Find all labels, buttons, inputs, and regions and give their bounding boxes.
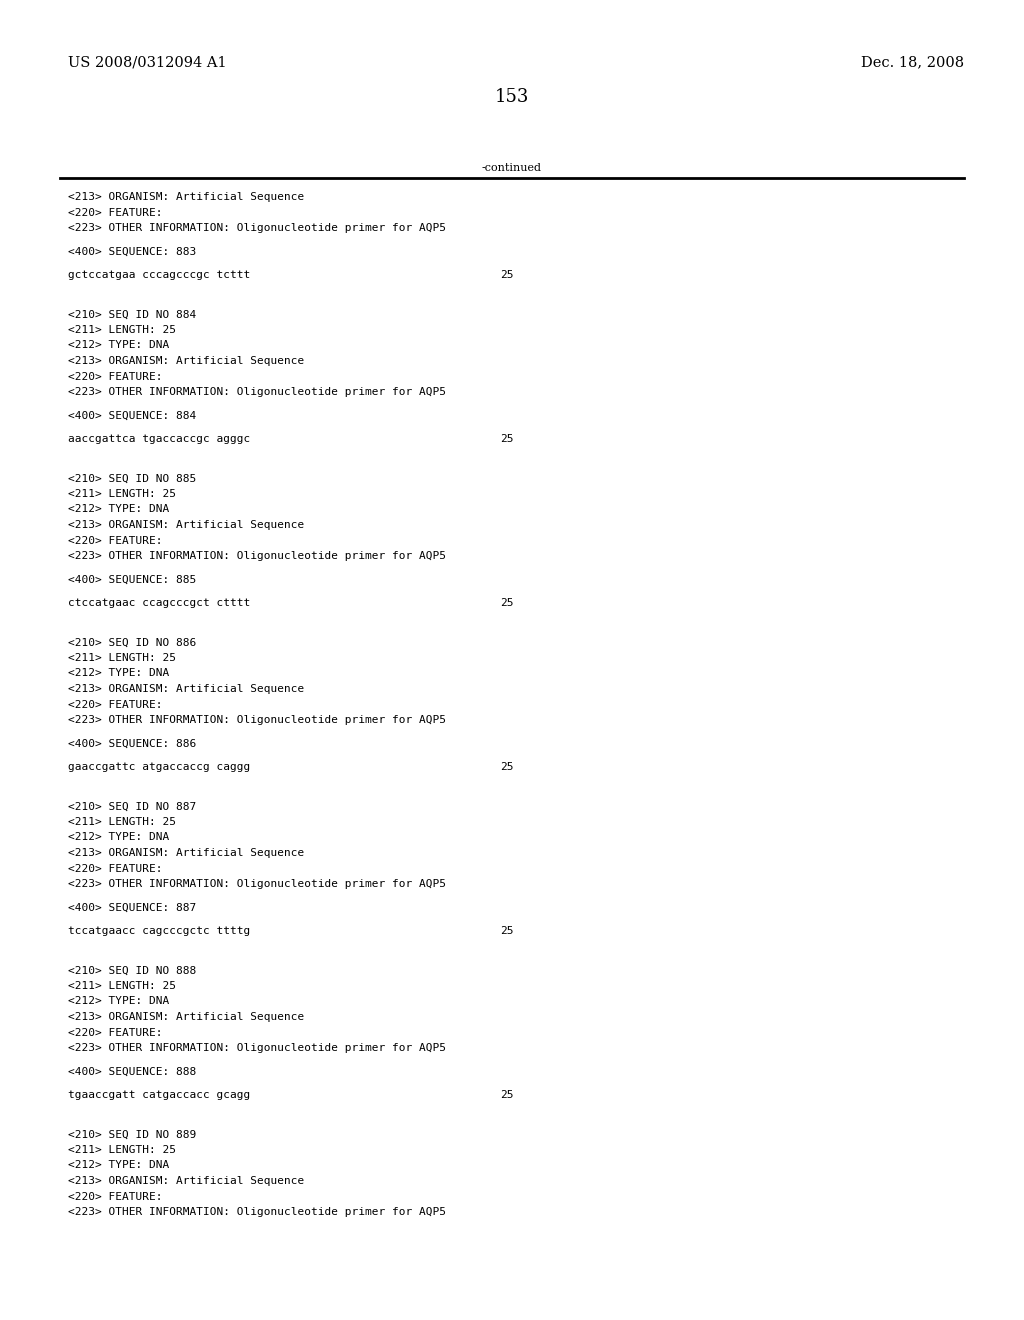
- Text: <210> SEQ ID NO 888: <210> SEQ ID NO 888: [68, 965, 197, 975]
- Text: <212> TYPE: DNA: <212> TYPE: DNA: [68, 668, 169, 678]
- Text: <210> SEQ ID NO 884: <210> SEQ ID NO 884: [68, 309, 197, 319]
- Text: <213> ORGANISM: Artificial Sequence: <213> ORGANISM: Artificial Sequence: [68, 1012, 304, 1022]
- Text: <212> TYPE: DNA: <212> TYPE: DNA: [68, 1160, 169, 1171]
- Text: <220> FEATURE:: <220> FEATURE:: [68, 371, 163, 381]
- Text: gaaccgattc atgaccaccg caggg: gaaccgattc atgaccaccg caggg: [68, 762, 250, 772]
- Text: tgaaccgatt catgaccacc gcagg: tgaaccgatt catgaccacc gcagg: [68, 1090, 250, 1100]
- Text: <211> LENGTH: 25: <211> LENGTH: 25: [68, 981, 176, 991]
- Text: <223> OTHER INFORMATION: Oligonucleotide primer for AQP5: <223> OTHER INFORMATION: Oligonucleotide…: [68, 387, 446, 397]
- Text: <211> LENGTH: 25: <211> LENGTH: 25: [68, 817, 176, 828]
- Text: <223> OTHER INFORMATION: Oligonucleotide primer for AQP5: <223> OTHER INFORMATION: Oligonucleotide…: [68, 550, 446, 561]
- Text: <223> OTHER INFORMATION: Oligonucleotide primer for AQP5: <223> OTHER INFORMATION: Oligonucleotide…: [68, 223, 446, 234]
- Text: aaccgattca tgaccaccgc agggc: aaccgattca tgaccaccgc agggc: [68, 434, 250, 444]
- Text: <220> FEATURE:: <220> FEATURE:: [68, 536, 163, 545]
- Text: <223> OTHER INFORMATION: Oligonucleotide primer for AQP5: <223> OTHER INFORMATION: Oligonucleotide…: [68, 1043, 446, 1053]
- Text: <400> SEQUENCE: 883: <400> SEQUENCE: 883: [68, 247, 197, 256]
- Text: <213> ORGANISM: Artificial Sequence: <213> ORGANISM: Artificial Sequence: [68, 684, 304, 694]
- Text: 25: 25: [500, 434, 513, 444]
- Text: <211> LENGTH: 25: <211> LENGTH: 25: [68, 488, 176, 499]
- Text: <223> OTHER INFORMATION: Oligonucleotide primer for AQP5: <223> OTHER INFORMATION: Oligonucleotide…: [68, 879, 446, 888]
- Text: <213> ORGANISM: Artificial Sequence: <213> ORGANISM: Artificial Sequence: [68, 1176, 304, 1185]
- Text: <213> ORGANISM: Artificial Sequence: <213> ORGANISM: Artificial Sequence: [68, 847, 304, 858]
- Text: 25: 25: [500, 598, 513, 609]
- Text: <210> SEQ ID NO 885: <210> SEQ ID NO 885: [68, 474, 197, 483]
- Text: <210> SEQ ID NO 887: <210> SEQ ID NO 887: [68, 801, 197, 812]
- Text: <212> TYPE: DNA: <212> TYPE: DNA: [68, 504, 169, 515]
- Text: <223> OTHER INFORMATION: Oligonucleotide primer for AQP5: <223> OTHER INFORMATION: Oligonucleotide…: [68, 715, 446, 725]
- Text: 25: 25: [500, 1090, 513, 1100]
- Text: <212> TYPE: DNA: <212> TYPE: DNA: [68, 833, 169, 842]
- Text: 153: 153: [495, 88, 529, 106]
- Text: <400> SEQUENCE: 886: <400> SEQUENCE: 886: [68, 738, 197, 748]
- Text: <211> LENGTH: 25: <211> LENGTH: 25: [68, 325, 176, 335]
- Text: <400> SEQUENCE: 885: <400> SEQUENCE: 885: [68, 574, 197, 585]
- Text: <212> TYPE: DNA: <212> TYPE: DNA: [68, 997, 169, 1006]
- Text: <400> SEQUENCE: 887: <400> SEQUENCE: 887: [68, 903, 197, 912]
- Text: 25: 25: [500, 927, 513, 936]
- Text: <213> ORGANISM: Artificial Sequence: <213> ORGANISM: Artificial Sequence: [68, 191, 304, 202]
- Text: <211> LENGTH: 25: <211> LENGTH: 25: [68, 653, 176, 663]
- Text: ctccatgaac ccagcccgct ctttt: ctccatgaac ccagcccgct ctttt: [68, 598, 250, 609]
- Text: <212> TYPE: DNA: <212> TYPE: DNA: [68, 341, 169, 351]
- Text: 25: 25: [500, 271, 513, 280]
- Text: <210> SEQ ID NO 889: <210> SEQ ID NO 889: [68, 1130, 197, 1139]
- Text: gctccatgaa cccagcccgc tcttt: gctccatgaa cccagcccgc tcttt: [68, 271, 250, 280]
- Text: tccatgaacc cagcccgctc ttttg: tccatgaacc cagcccgctc ttttg: [68, 927, 250, 936]
- Text: <211> LENGTH: 25: <211> LENGTH: 25: [68, 1144, 176, 1155]
- Text: <400> SEQUENCE: 884: <400> SEQUENCE: 884: [68, 411, 197, 421]
- Text: <220> FEATURE:: <220> FEATURE:: [68, 207, 163, 218]
- Text: <220> FEATURE:: <220> FEATURE:: [68, 700, 163, 710]
- Text: <213> ORGANISM: Artificial Sequence: <213> ORGANISM: Artificial Sequence: [68, 356, 304, 366]
- Text: <220> FEATURE:: <220> FEATURE:: [68, 1192, 163, 1201]
- Text: <223> OTHER INFORMATION: Oligonucleotide primer for AQP5: <223> OTHER INFORMATION: Oligonucleotide…: [68, 1206, 446, 1217]
- Text: US 2008/0312094 A1: US 2008/0312094 A1: [68, 55, 226, 69]
- Text: <220> FEATURE:: <220> FEATURE:: [68, 1027, 163, 1038]
- Text: <210> SEQ ID NO 886: <210> SEQ ID NO 886: [68, 638, 197, 648]
- Text: 25: 25: [500, 762, 513, 772]
- Text: <220> FEATURE:: <220> FEATURE:: [68, 863, 163, 874]
- Text: Dec. 18, 2008: Dec. 18, 2008: [861, 55, 964, 69]
- Text: <400> SEQUENCE: 888: <400> SEQUENCE: 888: [68, 1067, 197, 1077]
- Text: -continued: -continued: [482, 162, 542, 173]
- Text: <213> ORGANISM: Artificial Sequence: <213> ORGANISM: Artificial Sequence: [68, 520, 304, 531]
